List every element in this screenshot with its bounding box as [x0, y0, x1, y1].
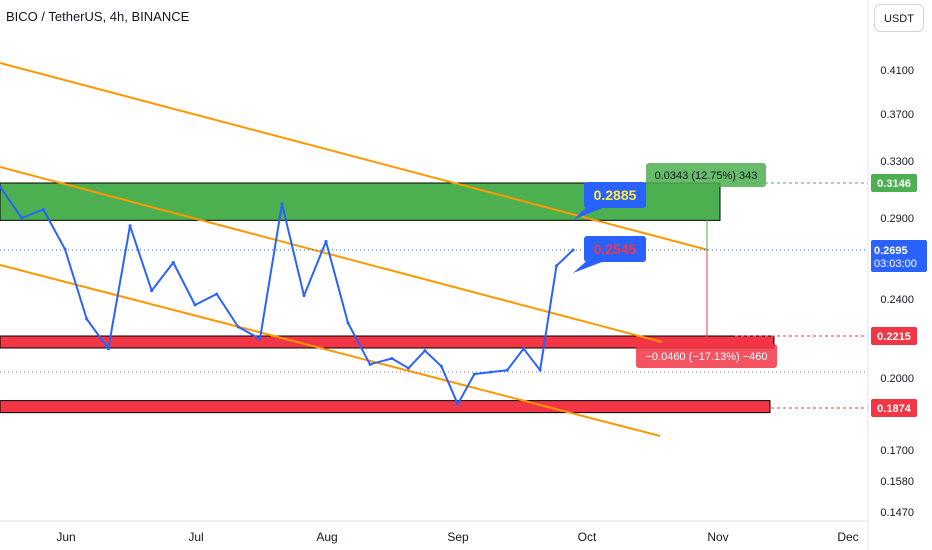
x-tick-label: Aug: [316, 530, 337, 544]
y-tick-label: 0.2000: [880, 373, 914, 385]
x-tick-label: Nov: [707, 530, 728, 544]
price-point: [236, 325, 240, 329]
price-point: [258, 337, 262, 341]
measurement-box[interactable]: [646, 163, 766, 187]
price-point: [522, 347, 526, 351]
price-point: [171, 260, 175, 264]
zone-support-2[interactable]: [0, 400, 771, 414]
x-tick-label: Jun: [56, 530, 75, 544]
measurement-label: −0.0460 (−17.13%) −460: [645, 351, 767, 363]
price-point: [150, 289, 154, 293]
currency-button[interactable]: USDT: [874, 4, 924, 32]
price-point: [571, 248, 575, 252]
price-axis-tag-label: 0.1874: [877, 403, 912, 415]
price-point: [505, 368, 509, 372]
price-point: [472, 372, 476, 376]
y-tick-label: 0.4100: [880, 65, 914, 77]
callout-label: 0.2885: [594, 187, 637, 203]
channel-line-3[interactable]: [0, 264, 661, 437]
x-tick-label: Oct: [578, 530, 597, 544]
y-tick-label: 0.1470: [880, 507, 914, 519]
y-tick-label: 0.3700: [880, 109, 914, 121]
price-point: [106, 347, 110, 351]
measurement-box[interactable]: [636, 344, 777, 368]
y-tick-label: 0.3300: [880, 156, 914, 168]
countdown-label: 03:03:00: [874, 258, 917, 270]
price-point: [85, 317, 89, 321]
price-axis-tag-label: 0.3146: [877, 178, 911, 190]
price-point: [20, 216, 24, 220]
price-point: [538, 368, 542, 372]
price-point: [128, 224, 132, 228]
measurement-label: 0.0343 (12.75%) 343: [655, 170, 758, 182]
price-point: [489, 370, 493, 374]
current-price-tag: [871, 240, 927, 272]
channel-line-1[interactable]: [0, 62, 709, 251]
y-tick-label: 0.2400: [880, 294, 914, 306]
price-point: [324, 239, 328, 243]
callout-label: 0.2545: [594, 241, 637, 257]
price-point: [368, 362, 372, 366]
price-point: [439, 364, 443, 368]
price-line[interactable]: [0, 186, 574, 406]
price-point: [63, 247, 67, 251]
x-tick-label: Sep: [447, 530, 469, 544]
price-point: [423, 349, 427, 353]
x-tick-label: Jul: [188, 530, 203, 544]
callout-box[interactable]: [584, 182, 646, 208]
y-tick-label: 0.1700: [880, 445, 914, 457]
price-axis-tag-label: 0.2215: [877, 331, 911, 343]
price-point: [302, 294, 306, 298]
price-point: [406, 366, 410, 370]
price-point: [346, 321, 350, 325]
price-point: [280, 202, 284, 206]
arrow-head-icon: [702, 197, 712, 207]
price-point: [193, 303, 197, 307]
callout-box[interactable]: [584, 236, 646, 262]
price-axis-tag: [871, 399, 917, 417]
price-point: [41, 207, 45, 211]
price-point: [0, 185, 2, 189]
price-point: [555, 264, 559, 268]
price-axis-tag: [871, 327, 917, 345]
zone-support-1[interactable]: [0, 335, 775, 349]
y-tick-label: 0.1580: [880, 476, 914, 488]
price-point: [456, 402, 460, 406]
current-price-label: 0.2695: [874, 245, 908, 257]
chart-title: BICO / TetherUS, 4h, BINANCE: [6, 9, 190, 24]
x-tick-label: Dec: [837, 530, 858, 544]
channel-line-2[interactable]: [0, 166, 663, 343]
price-point: [390, 356, 394, 360]
y-tick-label: 0.2900: [880, 213, 914, 225]
price-point: [215, 292, 219, 296]
price-axis-tag: [871, 174, 917, 192]
